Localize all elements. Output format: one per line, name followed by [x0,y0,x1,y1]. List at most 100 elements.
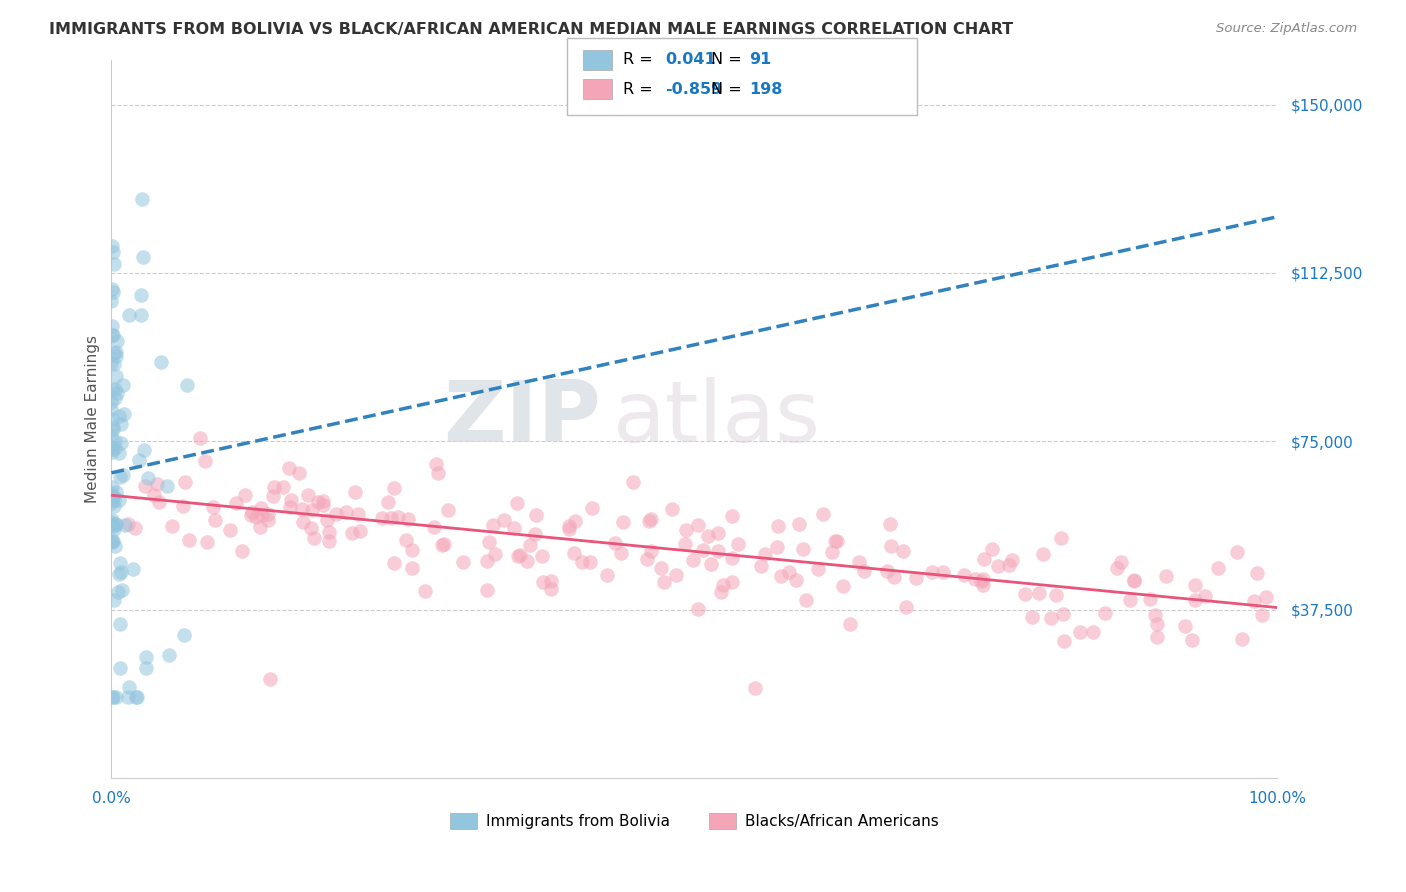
Point [699,557,721,571]
Point [876,564,898,578]
Point [1001,553,1024,567]
Point [825,534,848,549]
Point [263,479,285,493]
Point [103,256,125,270]
Point [101,488,124,502]
Point [423,519,446,533]
Point [697,529,720,543]
Point [744,681,766,696]
Text: 91: 91 [749,53,772,67]
Point [101,535,124,549]
Point [1154,569,1177,583]
Point [640,544,662,558]
Text: N =: N = [711,53,748,67]
Point [711,578,734,592]
Point [509,548,531,562]
Point [111,377,134,392]
Point [100,402,122,417]
Point [770,569,793,583]
Point [117,516,139,531]
Point [100,515,122,529]
Point [231,544,253,558]
Point [160,519,183,533]
Point [245,509,267,524]
Point [134,479,156,493]
Point [271,480,294,494]
Point [508,549,530,564]
Point [1246,566,1268,580]
Point [256,513,278,527]
Point [104,382,127,396]
Point [249,520,271,534]
Point [1105,561,1128,575]
Point [1225,545,1247,559]
Point [122,562,145,576]
Point [107,585,129,599]
Text: atlas: atlas [613,377,821,460]
Point [287,466,309,480]
Point [972,578,994,592]
Legend: Immigrants from Bolivia, Blacks/African Americans: Immigrants from Bolivia, Blacks/African … [444,807,945,835]
Point [794,592,817,607]
Point [516,554,538,568]
Point [1094,606,1116,620]
Point [880,539,903,553]
Point [188,432,211,446]
Point [100,440,122,454]
Point [475,553,498,567]
Point [172,499,194,513]
Point [101,533,124,548]
Point [965,572,987,586]
Point [103,522,125,536]
Point [250,508,273,522]
Point [371,511,394,525]
Point [262,489,284,503]
Point [652,574,675,589]
Text: Source: ZipAtlas.com: Source: ZipAtlas.com [1216,22,1357,36]
Point [754,547,776,561]
Point [1184,593,1206,607]
Point [380,510,402,524]
Point [720,550,742,565]
Point [101,282,124,296]
Point [302,531,325,545]
Point [240,505,263,519]
Point [640,512,662,526]
Point [1139,591,1161,606]
Point [432,538,454,552]
Point [579,554,602,568]
Point [838,616,860,631]
Point [531,575,554,590]
Point [110,417,132,431]
Point [111,583,134,598]
Point [111,467,134,482]
Point [125,690,148,704]
Text: N =: N = [711,82,748,96]
Point [301,503,323,517]
Point [596,567,619,582]
Point [387,509,409,524]
Point [482,517,505,532]
Point [921,566,943,580]
Point [997,558,1019,572]
Point [100,496,122,510]
Point [785,573,807,587]
Point [103,690,125,705]
Point [146,477,169,491]
Point [108,566,131,581]
Point [105,349,128,363]
Point [100,382,122,396]
Point [103,592,125,607]
Point [129,287,152,301]
Point [519,538,541,552]
Point [1146,617,1168,632]
Point [396,512,419,526]
Text: -0.859: -0.859 [665,82,723,96]
Point [315,513,337,527]
Point [118,308,141,322]
Point [103,518,125,533]
Point [103,285,125,300]
Point [478,535,501,549]
Point [564,514,586,528]
Point [571,555,593,569]
